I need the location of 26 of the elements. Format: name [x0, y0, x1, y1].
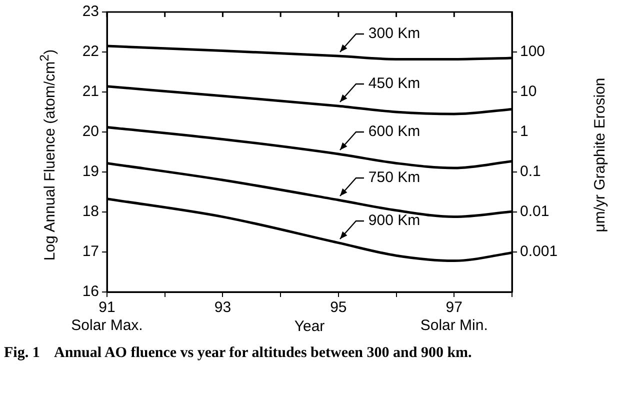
- y-tick-label: 23: [82, 3, 99, 20]
- y-tick-label: 17: [82, 243, 99, 260]
- y2-tick-label: 10: [520, 83, 537, 100]
- x-tick-label: 95: [330, 299, 347, 316]
- legend-label: 750 Km: [368, 169, 420, 186]
- y-tick-label: 18: [82, 203, 99, 220]
- caption: Fig. 1 Annual AO fluence vs year for altitudes between 300 and 900 km.: [4, 344, 473, 362]
- y2-tick-label: 0.1: [520, 163, 541, 180]
- y2-axis-title: μm/yr Graphite Erosion: [592, 78, 608, 232]
- y2-tick-label: 0.01: [520, 203, 550, 220]
- x-tick-label: 97 Solar Min.: [420, 299, 488, 334]
- legend-label: 600 Km: [368, 123, 420, 140]
- y2-tick-label: 1: [520, 123, 528, 140]
- y2-tick-label: 0.001: [520, 243, 558, 260]
- x-tick-label: 93: [214, 299, 232, 316]
- y-tick-label: 21: [82, 83, 99, 100]
- y-tick-label: 20: [82, 123, 99, 140]
- y-tick-label: 22: [82, 43, 99, 60]
- legend-label: 300 Km: [368, 25, 420, 42]
- legend-label: 900 Km: [368, 212, 420, 229]
- legend-label: 450 Km: [368, 75, 420, 92]
- y-tick-label: 19: [82, 163, 99, 180]
- y-tick-label: 16: [82, 283, 99, 300]
- x-axis-title: Year: [294, 318, 325, 336]
- y2-tick-label: 100: [520, 43, 546, 60]
- x-tick-label: 91 Solar Max.: [71, 299, 143, 334]
